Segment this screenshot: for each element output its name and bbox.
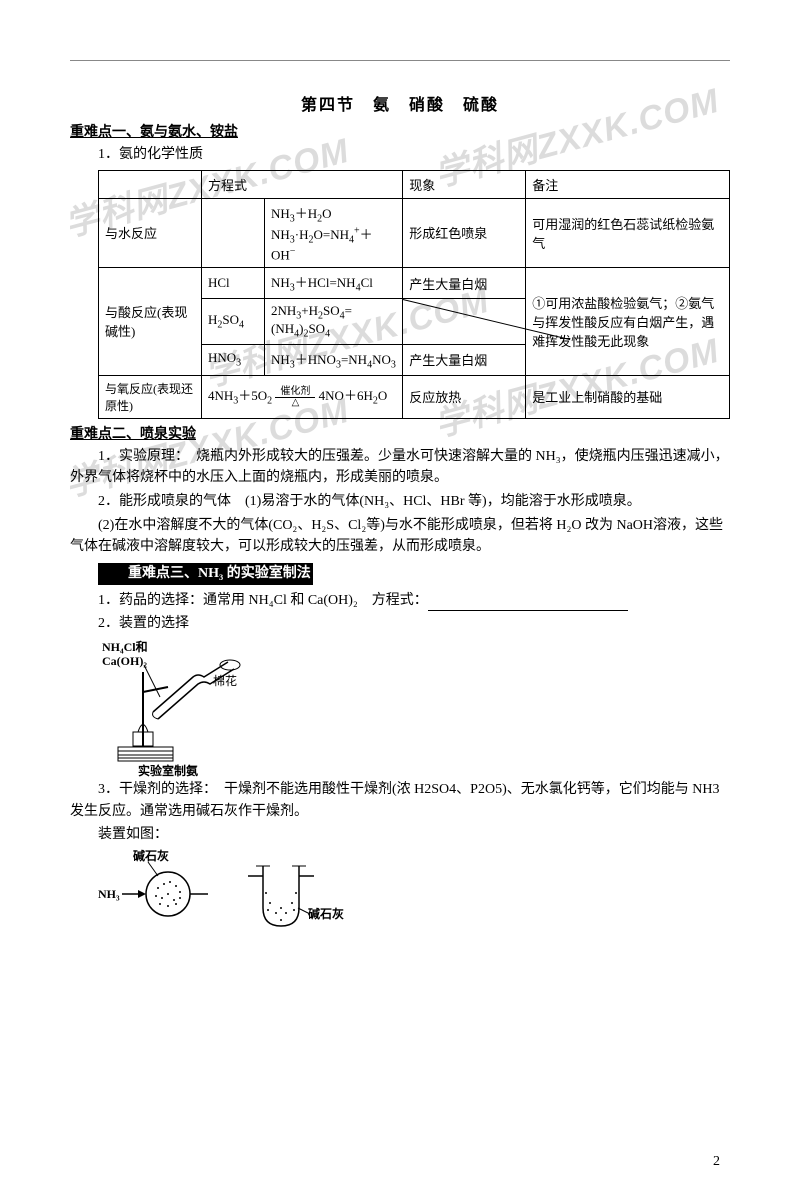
- lab-figure-2: 碱石灰 NH₃: [98, 848, 730, 938]
- r2e1: NH3＋HCl=NH4Cl: [265, 268, 403, 299]
- s3p4: 装置如图：: [70, 824, 730, 846]
- r2e3: NH3＋HNO3=NH4NO3: [265, 344, 403, 375]
- r1c1: 与水反应: [99, 198, 202, 268]
- r2p1: 产生大量白烟: [403, 268, 526, 299]
- r3c3: 反应放热: [403, 375, 526, 418]
- r1c2b: NH3＋H2ONH3·H2O=NH4+＋OH−: [265, 198, 403, 268]
- page-number: 2: [713, 1154, 720, 1170]
- svg-text:Ca(OH)₂: Ca(OH)₂: [102, 654, 147, 668]
- section3-heading: 重难点三、NH₃ 的实验室制法: [98, 563, 313, 585]
- r3eq: 4NH3＋5O2 催化剂△ 4NO＋6H2O: [202, 375, 403, 418]
- th-note: 备注: [526, 170, 730, 198]
- r3c1: 与氧反应(表现还原性): [99, 375, 202, 418]
- r2e2: 2NH3+H2SO4=(NH4)2SO4: [265, 298, 403, 344]
- r2p2-diag: [403, 298, 526, 344]
- s2p2: 2．能形成喷泉的气体 (1)易溶于水的气体(NH₃、HCl、HBr 等)，均能溶…: [70, 491, 730, 513]
- lab-figure-1: NH₄Cl和 Ca(OH)₂: [98, 637, 730, 777]
- th-blank: [99, 170, 202, 198]
- svg-text:NH₃: NH₃: [98, 887, 120, 901]
- s3p1: 1．药品的选择：通常用 NH₄Cl 和 Ca(OH)₂ 方程式：: [70, 590, 730, 612]
- svg-text:NH₄Cl和: NH₄Cl和: [102, 639, 148, 654]
- blank-line: [428, 596, 628, 611]
- r2s3: HNO3: [202, 344, 265, 375]
- svg-text:棉花: 棉花: [213, 673, 237, 688]
- r1c3: 形成红色喷泉: [403, 198, 526, 268]
- svg-text:实验室制氨: 实验室制氨: [138, 763, 198, 777]
- svg-text:碱石灰: 碱石灰: [133, 848, 169, 863]
- s2p3: (2)在水中溶解度不大的气体(CO₂、H₂S、Cl₂等)与水不能形成喷泉，但若将…: [70, 515, 730, 558]
- section1-sub1: 1．氨的化学性质: [70, 144, 730, 166]
- s3p1-text: 1．药品的选择：通常用 NH₄Cl 和 Ca(OH)₂ 方程式：: [98, 593, 428, 608]
- top-rule: [70, 60, 730, 61]
- r2p3: 产生大量白烟: [403, 344, 526, 375]
- section1-heading: 重难点一、氨与氨水、铵盐: [70, 121, 730, 141]
- r2c1: 与酸反应(表现碱性): [99, 268, 202, 375]
- svg-text:碱石灰: 碱石灰: [308, 906, 344, 921]
- properties-table: 方程式 现象 备注 与水反应 NH3＋H2ONH3·H2O=NH4+＋OH− 形…: [98, 170, 730, 419]
- r2c4: ①可用浓盐酸检验氨气；②氨气与挥发性酸反应有白烟产生，遇难挥发性酸无此现象: [526, 268, 730, 375]
- r3c4: 是工业上制硝酸的基础: [526, 375, 730, 418]
- r2s2: H2SO4: [202, 298, 265, 344]
- r1c4: 可用湿润的红色石蕊试纸检验氨气: [526, 198, 730, 268]
- section2-heading: 重难点二、喷泉实验: [70, 423, 730, 443]
- th-phenomenon: 现象: [403, 170, 526, 198]
- r2s1: HCl: [202, 268, 265, 299]
- s2p1: 1．实验原理： 烧瓶内外形成较大的压强差。少量水可快速溶解大量的 NH₃，使烧瓶…: [70, 446, 730, 489]
- s3p2: 2．装置的选择: [70, 613, 730, 635]
- r1c2a: [202, 198, 265, 268]
- page-title: 第四节 氨 硝酸 硫酸: [70, 91, 730, 115]
- s3p3: 3．干燥剂的选择： 干燥剂不能选用酸性干燥剂(浓 H2SO4、P2O5)、无水氯…: [70, 779, 730, 822]
- th-eq: 方程式: [202, 170, 403, 198]
